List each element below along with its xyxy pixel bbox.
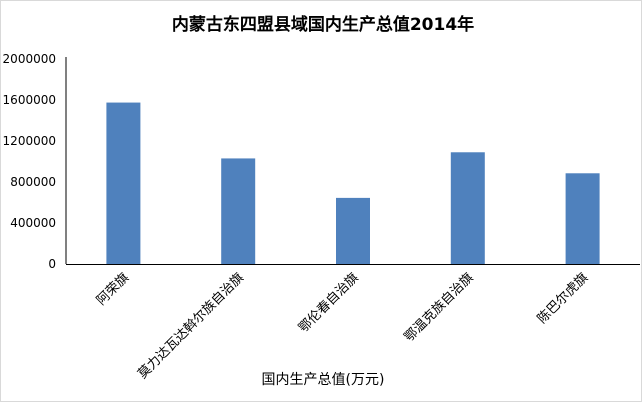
x-tick-label: 鄂温克族自治旗 [401,270,477,346]
y-tick-label: 1600000 [3,93,56,107]
y-tick-label: 400000 [10,216,56,230]
bar-4 [450,152,485,264]
x-axis-ticks: 阿荣旗 莫力达瓦达斡尔族自治旗 鄂伦春自治旗 鄂温克族自治旗 陈巴尔虎旗 [93,270,591,382]
bar-2 [221,158,256,264]
x-tick-label: 阿荣旗 [93,270,132,309]
bar-1 [106,102,141,264]
y-tick-label: 1200000 [3,134,56,148]
y-tick-label: 2000000 [3,52,56,66]
bar-5 [565,173,600,264]
axes [65,57,640,265]
x-tick-label: 鄂伦春自治旗 [295,270,361,336]
y-tick-label: 800000 [10,175,56,189]
y-tick-label: 0 [48,257,56,271]
bar-series [106,102,600,264]
x-tick-label: 陈巴尔虎旗 [534,270,591,327]
y-axis-ticks: 0 400000 800000 1200000 1600000 2000000 [3,52,56,271]
chart-title: 内蒙古东四盟县域国内生产总值2014年 [171,15,475,35]
bar-3 [336,197,370,264]
x-tick-label: 莫力达瓦达斡尔族自治旗 [135,270,247,382]
x-axis-label: 国内生产总值(万元) [261,372,385,388]
